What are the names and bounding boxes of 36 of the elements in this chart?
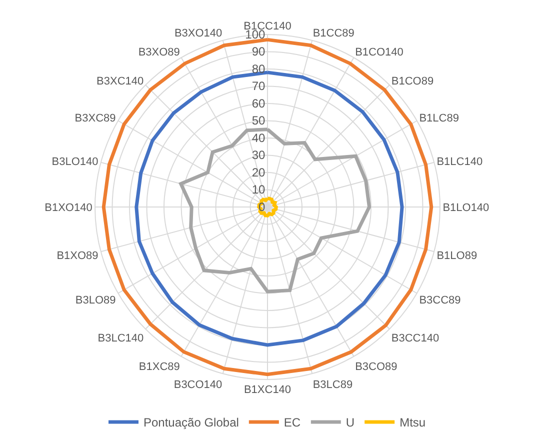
spoke-label: B3CC89 [419,294,461,306]
y-tick-label: 50 [252,114,266,128]
y-tick-label: 20 [252,165,266,180]
y-tick-label: 60 [252,96,266,110]
spoke-label: B3LC89 [312,378,353,391]
y-tick-label: 40 [252,130,266,145]
spoke-label: B1CO89 [391,75,434,88]
spoke-label: B3CC140 [391,332,440,344]
spoke-label: B3XC89 [74,112,116,125]
spoke-label: B3LC140 [98,332,144,344]
spoke-label: B1XC140 [244,384,292,396]
y-tick-label: 90 [252,44,266,59]
spoke-label: B3XO140 [174,28,222,40]
spoke-label: B1LC89 [419,112,459,125]
legend-label: Pontuação Global [144,416,239,430]
spoke-label: B3CO89 [355,361,398,374]
legend-label: U [346,416,355,430]
spoke-label: B3XC140 [96,75,144,88]
y-tick-label: 70 [252,79,266,94]
spoke-label: B1LO140 [442,202,490,214]
spoke-label: B3XO89 [138,46,180,58]
spoke-label: B1XO140 [44,202,92,214]
y-tick-label: 30 [252,148,266,162]
spoke-label: B1XC89 [138,361,180,374]
spoke-label: B1LO89 [436,250,478,262]
spoke-label: B3LO140 [52,156,98,168]
legend-label: Mtsu [400,416,426,430]
spoke-label: B1CC89 [312,28,354,40]
spoke-label: B3CO140 [174,378,222,391]
y-tick-label: 10 [252,182,266,197]
spoke-label: B1LC140 [436,156,483,168]
y-tick-label: 0 [258,200,266,214]
spoke-label: B1CO140 [355,46,404,58]
spoke-label: B3LO89 [75,294,116,306]
spoke-label: B1XO89 [56,250,98,262]
legend-label: EC [284,416,301,430]
